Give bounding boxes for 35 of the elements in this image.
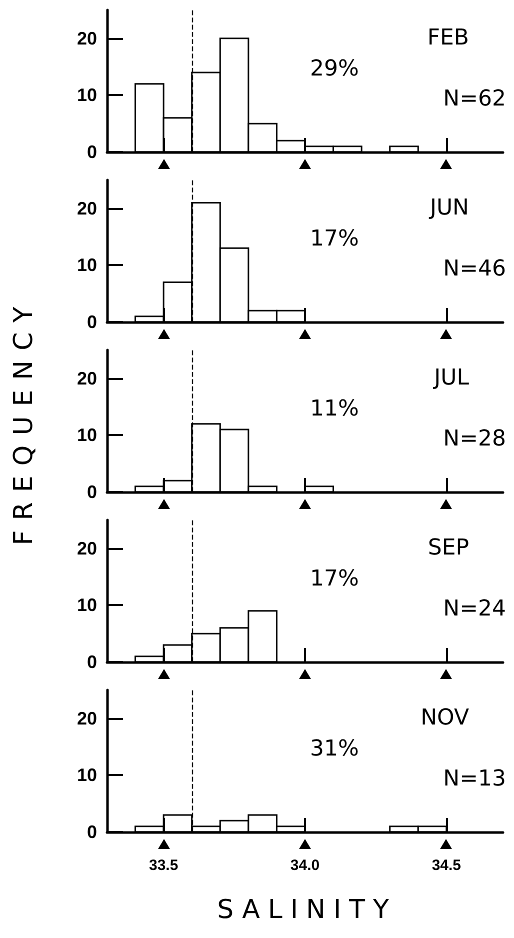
- y-tick-label: 0: [86, 822, 97, 842]
- annotation: N=13: [443, 766, 506, 792]
- y-axis-title: FREQUENCY: [9, 296, 40, 546]
- annotation: N=24: [443, 596, 506, 622]
- annotation: 17%: [310, 226, 359, 252]
- y-tick-label: 20: [76, 28, 97, 48]
- x-tick-label: 34.0: [290, 857, 320, 874]
- text: SEP: [428, 536, 470, 560]
- y-tick-label: 20: [76, 198, 97, 218]
- x-tick-label: 33.5: [148, 857, 178, 874]
- annotation: 11%: [310, 396, 359, 422]
- y-tick-label: 0: [86, 312, 97, 332]
- y-tick-label: 0: [86, 482, 97, 502]
- y-tick-label: 0: [86, 652, 97, 672]
- x-axis-title: SALINITY: [216, 895, 398, 925]
- y-tick-label: 10: [76, 595, 97, 616]
- annotation: 29%: [310, 56, 359, 82]
- y-tick-label: 10: [76, 255, 97, 276]
- text: JUN: [428, 196, 470, 220]
- y-tick-label: 10: [76, 85, 97, 106]
- annotation: N=46: [443, 256, 506, 282]
- y-tick-label: 10: [76, 425, 97, 446]
- annotation: N=28: [443, 426, 506, 452]
- annotation: N=62: [443, 86, 506, 112]
- y-tick-label: 20: [76, 368, 97, 388]
- text: FEB: [427, 26, 470, 50]
- annotation: 31%: [310, 736, 359, 762]
- annotation: 17%: [310, 566, 359, 592]
- x-tick-label: 34.5: [432, 857, 462, 874]
- y-tick-label: 0: [86, 142, 97, 162]
- text: NOV: [420, 706, 469, 730]
- text: JUL: [432, 366, 470, 390]
- y-tick-label: 20: [76, 708, 97, 728]
- y-tick-label: 20: [76, 538, 97, 558]
- y-tick-label: 10: [76, 765, 97, 786]
